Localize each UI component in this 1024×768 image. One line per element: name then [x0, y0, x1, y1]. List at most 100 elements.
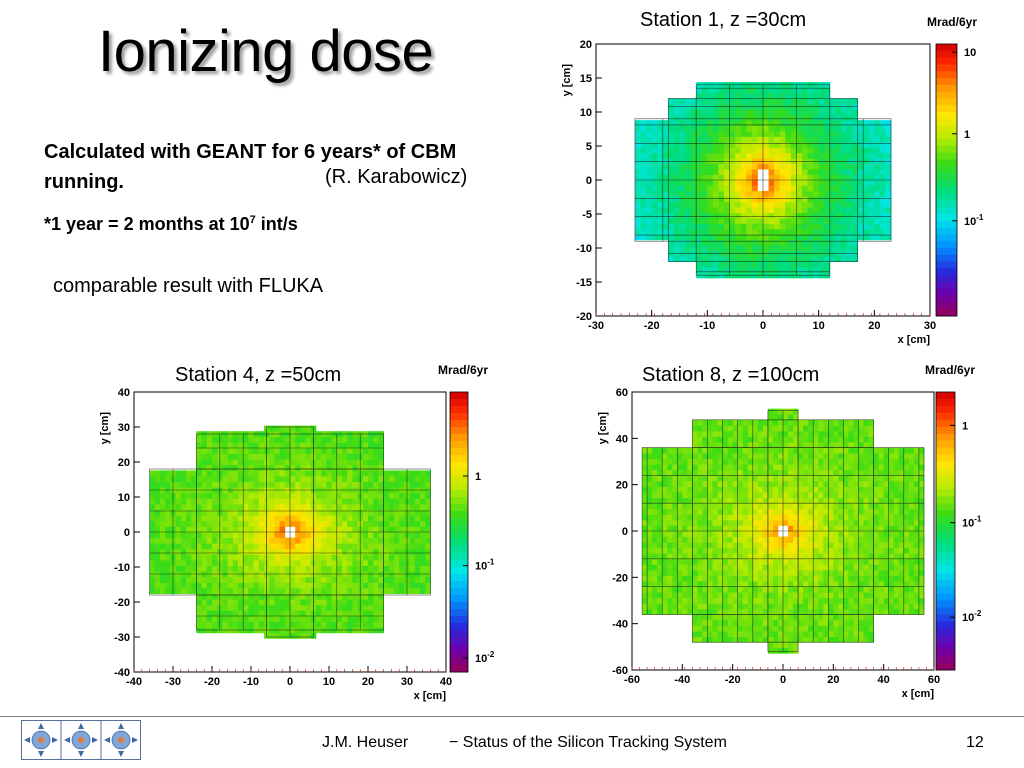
footer-title: − Status of the Silicon Tracking System: [449, 734, 727, 751]
colorbar-tick-label: 1: [475, 471, 481, 483]
x-tick-label: 10: [813, 320, 825, 332]
x-tick-label: 0: [780, 674, 786, 686]
x-tick-label: -20: [644, 320, 660, 332]
y-tick-label: 40: [118, 387, 130, 399]
sensor-grid: [641, 410, 925, 652]
x-tick-label: 0: [760, 320, 766, 332]
y-tick-label: -30: [114, 632, 130, 644]
x-tick-label: 0: [287, 676, 293, 688]
footer-author: J.M. Heuser: [322, 734, 409, 751]
dose-cells: [149, 425, 431, 639]
colorbar-tick-label: 10-1: [475, 558, 495, 573]
colorbar-tick-label: 10-2: [962, 609, 982, 624]
x-axis-label: x [cm]: [414, 690, 447, 702]
colorbar-tick-label: 10-1: [962, 515, 982, 530]
y-tick-label: -15: [576, 277, 592, 289]
footnote-exponent: 7: [249, 214, 256, 226]
x-tick-label: -40: [126, 676, 142, 688]
sensor-grid: [149, 426, 431, 638]
description-text: Calculated with GEANT for 6 years* of CB…: [44, 141, 457, 193]
x-tick-label: 40: [878, 674, 890, 686]
x-tick-label: -30: [165, 676, 181, 688]
y-tick-label: 5: [586, 141, 592, 153]
footnote-main: *1 year = 2 months at 10: [44, 214, 250, 234]
y-tick-label: 0: [586, 175, 592, 187]
x-tick-label: 30: [924, 320, 936, 332]
y-tick-label: 20: [616, 480, 628, 492]
station-4-title: Station 4, z =50cm: [175, 364, 342, 386]
colorbar-tick-label: 1: [962, 420, 968, 432]
x-tick-label: -20: [204, 676, 220, 688]
y-axis-label: y [cm]: [561, 64, 573, 97]
footnote-end: int/s: [255, 214, 298, 234]
footer-divider: [0, 716, 1024, 717]
y-tick-label: -60: [612, 665, 628, 677]
y-tick-label: 0: [124, 527, 130, 539]
y-tick-label: -20: [576, 311, 592, 323]
colorbar-tick-label: 10-2: [475, 650, 495, 665]
page-number: 12: [966, 734, 984, 751]
y-tick-label: -40: [612, 619, 628, 631]
sensor-grid: [634, 84, 892, 276]
axes: -40 -30 -20 -10 0 10 20 30 40 -40 -30 -20 -10 0 10 20 30…: [99, 387, 452, 702]
fluka-comparison-note: comparable result with FLUKA: [53, 275, 324, 297]
colorbar-tick-label: 10: [964, 47, 976, 59]
x-tick-label: 40: [440, 676, 452, 688]
colorbar-tick-label: 10-1: [964, 213, 984, 228]
x-tick-label: -10: [699, 320, 715, 332]
station-8-title: Station 8, z =100cm: [642, 364, 820, 386]
colorbar: 10 1 10-1 Mrad/6yr: [927, 15, 984, 317]
y-tick-label: -40: [114, 667, 130, 679]
y-axis-label: y [cm]: [99, 412, 111, 445]
y-tick-label: -20: [114, 597, 130, 609]
station-1-title: Station 1, z =30cm: [640, 9, 807, 31]
y-axis-label: y [cm]: [597, 412, 609, 445]
colorbar-unit-label: Mrad/6yr: [438, 363, 488, 377]
y-tick-label: 20: [118, 457, 130, 469]
footnote: *1 year = 2 months at 107 int/s: [44, 214, 298, 235]
colorbar: 1 10-1 10-2 Mrad/6yr: [925, 363, 982, 671]
colorbar: 1 10-1 10-2 Mrad/6yr: [438, 363, 495, 673]
x-tick-label: 10: [323, 676, 335, 688]
dose-cells: [634, 82, 892, 279]
colorbar-frame: [935, 43, 958, 317]
author-credit: (R. Karabowicz): [325, 166, 468, 188]
colorbar-frame: [935, 391, 956, 671]
y-tick-label: 0: [622, 526, 628, 538]
y-tick-label: -10: [576, 243, 592, 255]
slide-title: Ionizing dose: [98, 19, 434, 84]
x-tick-label: -30: [588, 320, 604, 332]
y-tick-label: -20: [612, 572, 628, 584]
y-tick-label: 20: [580, 39, 592, 51]
colorbar-unit-label: Mrad/6yr: [925, 363, 975, 377]
x-tick-label: -20: [725, 674, 741, 686]
x-axis-label: x [cm]: [898, 334, 931, 346]
y-tick-label: 10: [580, 107, 592, 119]
dose-cells: [642, 408, 925, 654]
x-tick-label: -10: [243, 676, 259, 688]
x-tick-label: 30: [401, 676, 413, 688]
x-tick-label: 20: [362, 676, 374, 688]
dose-map-station-4: -40 -30 -20 -10 0 10 20 30 40 -40 -30 -20 -10 0 10 20 30…: [99, 363, 495, 702]
colorbar-tick-label: 1: [964, 129, 970, 141]
y-tick-label: 40: [616, 433, 628, 445]
x-tick-label: 60: [928, 674, 940, 686]
x-axis-label: x [cm]: [902, 688, 935, 700]
colorbar-frame: [449, 391, 469, 673]
x-tick-label: -60: [624, 674, 640, 686]
y-tick-label: 15: [580, 73, 592, 85]
y-tick-label: -5: [582, 209, 592, 221]
y-tick-label: 10: [118, 492, 130, 504]
axes: -60 -40 -20 0 20 40 60 -60 -40 -20 0 20 40 60 x [cm] y …: [597, 387, 940, 700]
colorbar-unit-label: Mrad/6yr: [927, 15, 977, 29]
y-tick-label: 60: [616, 387, 628, 399]
y-tick-label: 30: [118, 422, 130, 434]
x-tick-label: 20: [827, 674, 839, 686]
x-tick-label: -40: [674, 674, 690, 686]
dose-map-station-8: -60 -40 -20 0 20 40 60 -60 -40 -20 0 20 40 60 x [cm] y …: [597, 363, 982, 700]
sts-logo: [21, 720, 141, 760]
y-tick-label: -10: [114, 562, 130, 574]
